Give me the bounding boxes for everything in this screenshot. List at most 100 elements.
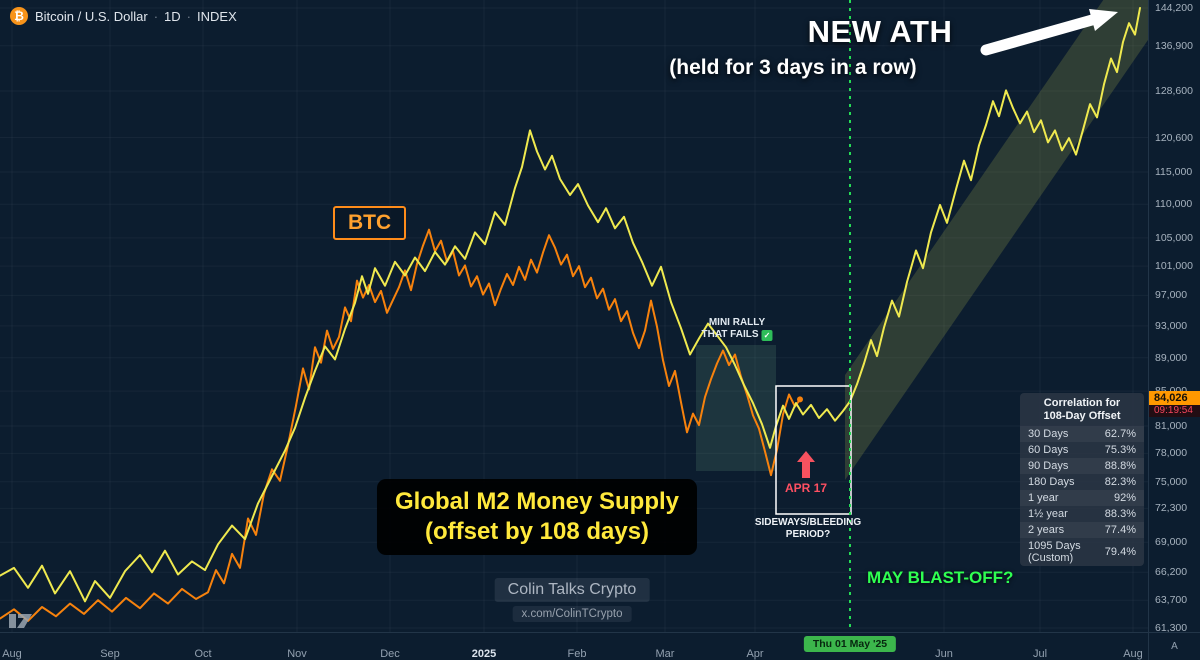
price-axis-label: 110,000 bbox=[1155, 198, 1193, 211]
correlation-table-header: Correlation for 108-Day Offset bbox=[1043, 397, 1121, 422]
btc-annotation-label[interactable]: BTC bbox=[333, 206, 407, 240]
correlation-row-value: 88.3% bbox=[1104, 508, 1136, 520]
correlation-row-value: 75.3% bbox=[1104, 444, 1136, 456]
correlation-table[interactable]: Correlation for 108-Day Offset 30 Days 62… bbox=[1020, 393, 1144, 566]
correlation-row-value: 62.7% bbox=[1104, 428, 1136, 440]
price-axis-label: 63,700 bbox=[1155, 594, 1188, 607]
btc-series-line[interactable] bbox=[0, 228, 801, 622]
new-ath-subtitle: (held for 3 days in a row) bbox=[669, 56, 917, 79]
time-axis-label: Nov bbox=[287, 648, 307, 660]
correlation-row-label: 180 Days bbox=[1028, 476, 1075, 488]
separator: · bbox=[186, 8, 192, 24]
symbol-title[interactable]: Bitcoin / U.S. Dollar bbox=[35, 8, 148, 24]
chart-area[interactable]: ₿ Bitcoin / U.S. Dollar · 1D · INDEX BTC… bbox=[0, 0, 1148, 632]
price-axis-label: 115,000 bbox=[1155, 166, 1193, 178]
separator: · bbox=[153, 8, 159, 24]
mini-rally-annotation[interactable]: MINI RALLY THAT FAILS ✓ bbox=[701, 317, 773, 341]
may-blastoff-annotation[interactable]: MAY BLAST-OFF? bbox=[867, 568, 1014, 587]
correlation-row-label: 60 Days bbox=[1028, 444, 1069, 456]
watermark-title: Colin Talks Crypto bbox=[494, 578, 650, 602]
tradingview-logo[interactable] bbox=[8, 612, 34, 630]
correlation-row: 180 Days 82.3% bbox=[1020, 474, 1144, 490]
ascending-trend-channel[interactable] bbox=[845, 0, 1148, 480]
current-price-badge: 84,026 09:19:54 bbox=[1149, 391, 1200, 418]
symbol-bar[interactable]: ₿ Bitcoin / U.S. Dollar · 1D · INDEX bbox=[10, 7, 237, 25]
correlation-row: 2 years 77.4% bbox=[1020, 522, 1144, 538]
check-icon: ✓ bbox=[761, 329, 773, 341]
sideways-bleeding-annotation[interactable]: SIDEWAYS/BLEEDING PERIOD? bbox=[755, 517, 861, 541]
correlation-row-value: 88.8% bbox=[1104, 460, 1136, 472]
mini-rally-line2: THAT FAILS ✓ bbox=[701, 329, 773, 341]
price-axis-label: 66,200 bbox=[1155, 566, 1188, 579]
correlation-row-label: 2 years bbox=[1028, 524, 1065, 536]
price-axis-label: 69,000 bbox=[1155, 536, 1188, 549]
sideways-line1: SIDEWAYS/BLEEDING bbox=[754, 517, 862, 528]
new-ath-annotation[interactable]: NEW ATH bbox=[807, 14, 953, 49]
new-ath-arrowhead-icon bbox=[1089, 9, 1118, 31]
price-axis-label: 89,000 bbox=[1155, 351, 1188, 364]
correlation-row-label: 1½ year bbox=[1028, 508, 1068, 520]
time-axis-label: Aug bbox=[1123, 648, 1143, 660]
m2-money-supply-annotation[interactable]: Global M2 Money Supply (offset by 108 da… bbox=[376, 479, 698, 555]
price-axis-label: 61,300 bbox=[1155, 622, 1188, 634]
correlation-row-label: 1 year bbox=[1028, 492, 1059, 504]
market-label[interactable]: INDEX bbox=[197, 8, 237, 24]
correlation-row-label: 90 Days bbox=[1028, 460, 1069, 472]
correlation-row: 90 Days 88.8% bbox=[1020, 458, 1144, 474]
mini-rally-line1: MINI RALLY bbox=[708, 317, 766, 328]
correlation-table-rows: 30 Days 62.7% 60 Days 75.3% 90 Days 88.8% 180 … bbox=[1020, 426, 1144, 566]
time-axis-label: 2025 bbox=[471, 648, 497, 660]
time-axis-label: Oct bbox=[194, 648, 212, 660]
time-axis-label: Mar bbox=[655, 648, 675, 660]
watermark-subtitle: x.com/ColinTCrypto bbox=[512, 606, 632, 622]
time-axis-label: Jun bbox=[935, 648, 953, 660]
time-axis-label: Jul bbox=[1032, 648, 1048, 660]
correlation-row-value: 77.4% bbox=[1104, 524, 1136, 536]
mini-rally-zone[interactable] bbox=[696, 345, 776, 471]
time-axis-label: Dec bbox=[380, 648, 400, 660]
price-axis-label: 120,600 bbox=[1155, 131, 1193, 144]
correlation-row: 1½ year 88.3% bbox=[1020, 506, 1144, 522]
price-axis-label: 105,000 bbox=[1155, 231, 1193, 244]
current-price: 84,026 bbox=[1149, 391, 1200, 406]
bitcoin-icon: ₿ bbox=[10, 7, 28, 25]
btc-last-price-dot bbox=[797, 396, 803, 403]
correlation-row: 1095 Days (Custom) 79.4% bbox=[1020, 538, 1144, 566]
price-axis-label: 75,000 bbox=[1155, 475, 1188, 488]
price-axis-label: 144,200 bbox=[1155, 2, 1193, 14]
price-axis-label: 101,000 bbox=[1155, 260, 1193, 273]
watermark: Colin Talks Crypto x.com/ColinTCrypto bbox=[494, 578, 650, 622]
correlation-row-value: 82.3% bbox=[1104, 476, 1136, 488]
time-axis-label: Apr bbox=[746, 648, 764, 660]
correlation-row-label: 30 Days bbox=[1028, 428, 1069, 440]
auto-scale-button[interactable]: A bbox=[1148, 632, 1200, 660]
time-axis-label: Aug bbox=[2, 648, 22, 660]
apr17-up-arrow-icon[interactable] bbox=[797, 451, 815, 478]
may-1-date-badge[interactable]: Thu 01 May '25 bbox=[803, 636, 897, 652]
price-axis-label: 97,000 bbox=[1155, 289, 1188, 302]
correlation-row: 60 Days 75.3% bbox=[1020, 442, 1144, 458]
correlation-row-value: 92% bbox=[1113, 492, 1136, 504]
price-chart-canvas[interactable] bbox=[0, 0, 1148, 632]
new-ath-arrow-icon[interactable] bbox=[980, 14, 1098, 56]
price-axis-label: 93,000 bbox=[1155, 319, 1188, 332]
time-axis-label: Sep bbox=[100, 648, 120, 660]
price-axis-label: 78,000 bbox=[1155, 447, 1188, 460]
correlation-row: 1 year 92% bbox=[1020, 490, 1144, 506]
apr17-annotation[interactable]: APR 17 bbox=[784, 481, 828, 495]
sideways-line2: PERIOD? bbox=[785, 529, 831, 540]
m2-series-line[interactable] bbox=[0, 7, 1141, 603]
correlation-row-label: 1095 Days (Custom) bbox=[1028, 540, 1081, 564]
price-axis[interactable]: 144,200 136,900 128,600 120,600 115,000 110,0… bbox=[1148, 0, 1200, 634]
m2-label-line1: Global M2 Money Supply bbox=[394, 488, 680, 515]
timeframe-label[interactable]: 1D bbox=[164, 8, 181, 24]
correlation-row: 30 Days 62.7% bbox=[1020, 426, 1144, 442]
price-axis-label: 81,000 bbox=[1155, 420, 1188, 432]
price-axis-label: 128,600 bbox=[1155, 85, 1193, 97]
candle-countdown: 09:19:54 bbox=[1149, 405, 1200, 418]
m2-label-line2: (offset by 108 days) bbox=[424, 518, 650, 545]
price-axis-label: 72,300 bbox=[1155, 502, 1188, 515]
time-axis[interactable]: Aug Sep Oct Nov Dec 2025 Feb Mar Apr Jun Jul Aug Th… bbox=[0, 632, 1148, 660]
correlation-row-value: 79.4% bbox=[1104, 546, 1136, 558]
